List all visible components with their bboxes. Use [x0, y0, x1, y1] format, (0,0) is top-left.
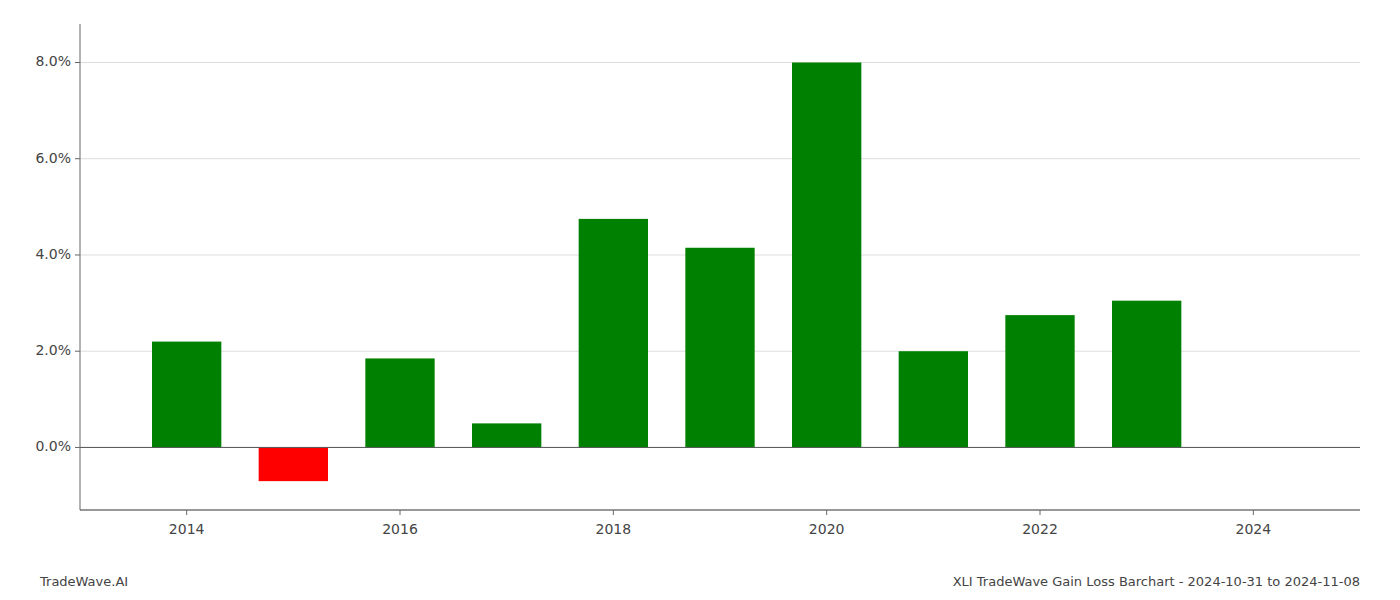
bar [792, 62, 861, 447]
y-tick [75, 447, 80, 448]
bar [152, 342, 221, 448]
x-axis-line [80, 509, 1360, 510]
x-tick-label: 2020 [809, 521, 845, 537]
chart: 0.0% 2.0% 4.0% 6.0% 8.0% 2014 2016 2018 2020 2022… [0, 0, 1400, 600]
bars [152, 62, 1181, 481]
bar [259, 447, 328, 481]
y-tick-label: 8.0% [35, 53, 71, 69]
grid-line [80, 158, 1360, 159]
y-tick [75, 62, 80, 63]
x-tick-label: 2016 [382, 521, 418, 537]
y-axis-line [80, 24, 81, 510]
x-tick-label: 2014 [169, 521, 205, 537]
y-tick-label: 0.0% [35, 438, 71, 454]
x-tick-label: 2024 [1236, 521, 1272, 537]
bar [472, 423, 541, 447]
y-tick-label: 4.0% [35, 246, 71, 262]
bar [1005, 315, 1074, 447]
x-axis: 2014 2016 2018 2020 2022 2024 [169, 510, 1271, 537]
y-tick [75, 158, 80, 159]
grid-line [80, 62, 1360, 63]
bar [899, 351, 968, 447]
x-tick [1253, 510, 1254, 515]
x-tick-label: 2018 [596, 521, 632, 537]
bar [1112, 301, 1181, 448]
watermark: TradeWave.AI [39, 574, 128, 589]
y-axis: 0.0% 2.0% 4.0% 6.0% 8.0% [35, 53, 80, 454]
x-tick [826, 510, 827, 515]
grid [80, 62, 1360, 447]
x-tick [400, 510, 401, 515]
bar [685, 248, 754, 448]
bar [579, 219, 648, 448]
x-tick-label: 2022 [1022, 521, 1058, 537]
grid-line [80, 447, 1360, 448]
bar [365, 358, 434, 447]
chart-container: 0.0% 2.0% 4.0% 6.0% 8.0% 2014 2016 2018 2020 2022… [0, 0, 1400, 600]
x-tick [186, 510, 187, 515]
y-tick [75, 254, 80, 255]
zero-line [80, 447, 1360, 448]
y-tick-label: 2.0% [35, 342, 71, 358]
x-tick [613, 510, 614, 515]
y-tick [75, 351, 80, 352]
x-tick [1040, 510, 1041, 515]
title: XLI TradeWave Gain Loss Barchart - 2024-… [953, 574, 1360, 589]
y-tick-label: 6.0% [35, 150, 71, 166]
